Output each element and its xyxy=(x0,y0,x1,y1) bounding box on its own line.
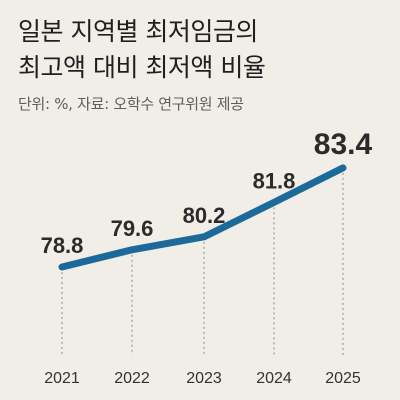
data-labels: 78.8 79.6 80.2 81.8 83.4 xyxy=(41,128,373,258)
value-label-2022: 79.6 xyxy=(111,216,154,241)
x-axis-labels: 2021 2022 2023 2024 2025 xyxy=(44,370,361,387)
chart-title-line-1: 일본 지역별 최저임금의 xyxy=(18,17,258,46)
value-label-2024: 81.8 xyxy=(253,168,296,193)
x-tick-label-2022: 2022 xyxy=(114,370,150,387)
value-label-2021: 78.8 xyxy=(41,233,84,258)
vertical-guides xyxy=(61,167,344,355)
chart-subtitle: 단위: %, 자료: 오학수 연구위원 제공 xyxy=(18,95,244,113)
x-tick-label-2025: 2025 xyxy=(325,370,361,387)
series-line-group xyxy=(58,164,347,271)
x-tick-label-2023: 2023 xyxy=(186,370,222,387)
series-line xyxy=(58,164,347,271)
chart-header: 일본 지역별 최저임금의 최고액 대비 최저액 비율 단위: %, 자료: 오학… xyxy=(18,14,388,114)
value-label-2023: 80.2 xyxy=(183,203,226,228)
x-tick-label-2021: 2021 xyxy=(44,370,80,387)
value-label-2025: 83.4 xyxy=(314,128,373,161)
chart-title: 일본 지역별 최저임금의 최고액 대비 최저액 비율 xyxy=(18,14,388,86)
x-tick-label-2024: 2024 xyxy=(256,370,292,387)
chart-title-line-2: 최고액 대비 최저액 비율 xyxy=(18,53,266,82)
